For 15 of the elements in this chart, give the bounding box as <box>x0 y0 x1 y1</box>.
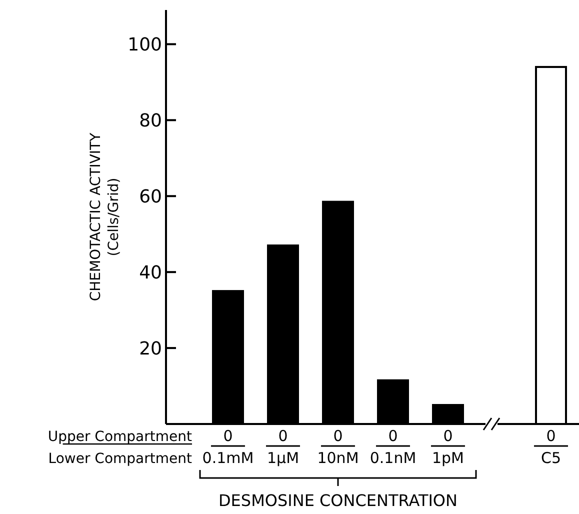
y-tick-label: 80 <box>139 110 162 132</box>
text: Upper Compartment <box>48 429 192 445</box>
text: Lower Compartment <box>48 451 192 467</box>
y-tick-label: 100 <box>128 34 162 56</box>
x-axis-title: DESMOSINE CONCENTRATION <box>218 491 458 510</box>
x-tick-label: 0 C5 <box>540 427 562 467</box>
x-tick-label: 0 10nM <box>317 427 359 467</box>
x-tick-label: 0 1μM <box>266 427 300 467</box>
y-tick-label: 60 <box>139 186 162 208</box>
y-axis-title: CHEMOTACTIC ACTIVITY (Cells/Grid) <box>88 132 122 302</box>
x-tick-label: 0 1pM <box>432 427 464 467</box>
x-tick-label: 0 0.1mM <box>202 427 254 467</box>
x-tick-label: 0 0.1nM <box>370 427 416 467</box>
y-tick-label: 20 <box>139 338 162 360</box>
y-tick-label: 40 <box>139 262 162 284</box>
